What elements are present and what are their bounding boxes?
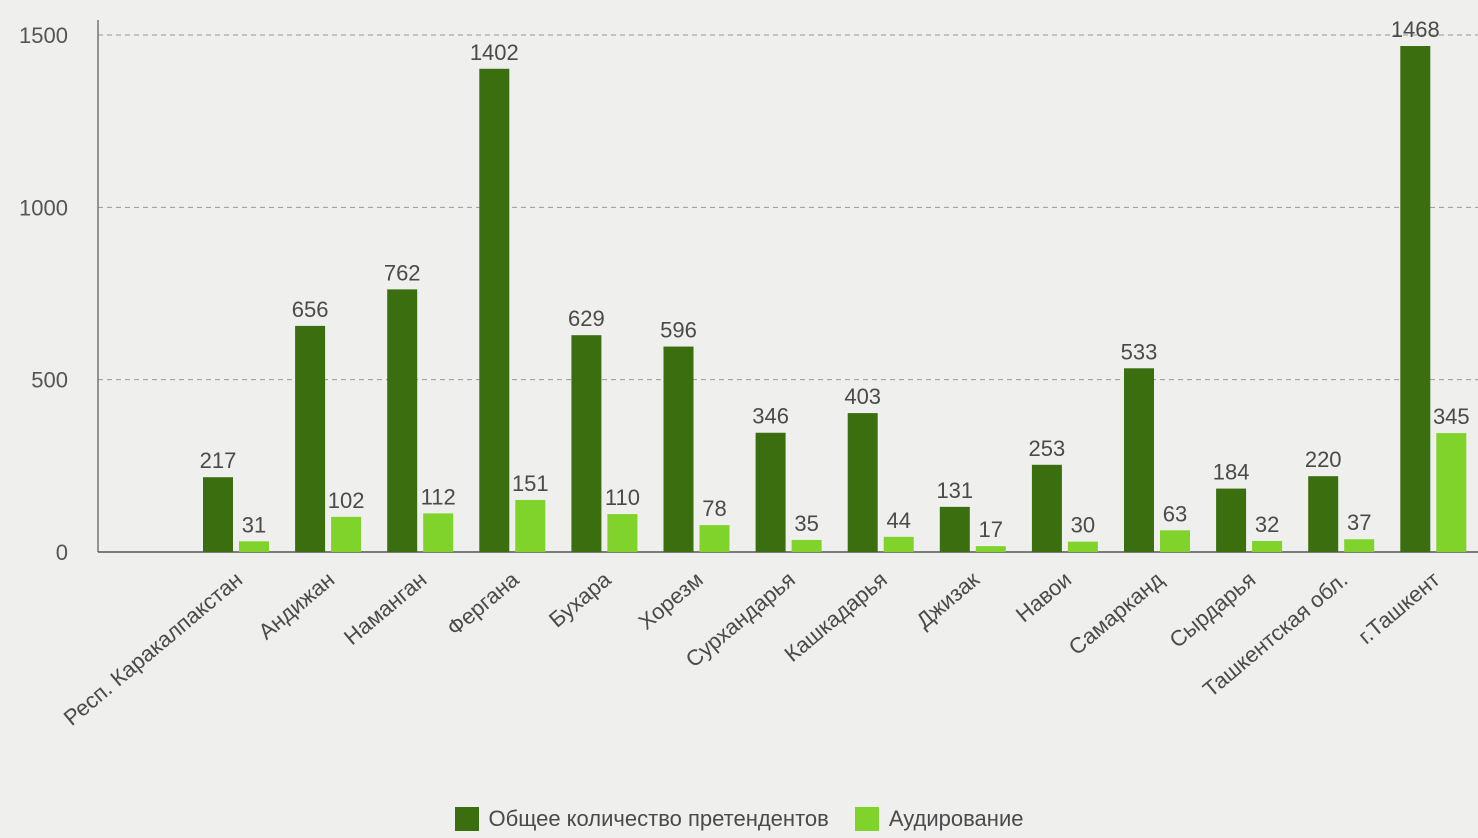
value-label-total-0: 217: [200, 448, 237, 473]
bar-total-7[interactable]: [847, 413, 878, 552]
value-label-listening-0: 31: [242, 512, 266, 537]
value-label-listening-12: 37: [1347, 510, 1371, 535]
bar-total-5[interactable]: [663, 346, 694, 552]
value-label-listening-5: 78: [702, 496, 726, 521]
y-tick-label-1500: 1500: [19, 23, 68, 48]
bar-listening-4[interactable]: [607, 514, 638, 552]
bar-total-2[interactable]: [387, 289, 418, 552]
bar-listening-0[interactable]: [239, 541, 269, 552]
value-label-total-6: 346: [752, 404, 789, 429]
bar-listening-9[interactable]: [1067, 541, 1098, 552]
x-tick-label-0: Респ. Каракалпакстан: [59, 567, 247, 731]
y-tick-label-0: 0: [56, 540, 68, 565]
value-label-listening-8: 17: [979, 517, 1003, 542]
bar-total-3[interactable]: [479, 68, 510, 552]
value-label-listening-3: 151: [512, 471, 549, 496]
x-tick-label-13: г.Ташкент: [1353, 567, 1444, 649]
x-tick-label-7: Кашкадарья: [780, 567, 892, 667]
value-label-total-1: 656: [292, 297, 329, 322]
value-label-listening-11: 32: [1255, 512, 1279, 537]
x-tick-label-10: Самарканд: [1064, 567, 1169, 660]
bar-listening-2[interactable]: [423, 513, 454, 552]
value-label-total-7: 403: [844, 384, 881, 409]
bar-total-9[interactable]: [1031, 464, 1062, 552]
value-label-total-9: 253: [1029, 436, 1066, 461]
legend-item-listening[interactable]: Аудирование: [854, 806, 1024, 832]
bar-listening-13[interactable]: [1436, 433, 1467, 552]
value-label-listening-6: 35: [794, 511, 818, 536]
bar-listening-10[interactable]: [1160, 530, 1190, 552]
legend-label-total: Общее количество претендентов: [488, 806, 829, 831]
value-label-total-2: 762: [384, 260, 421, 285]
value-label-listening-9: 30: [1071, 513, 1095, 538]
value-label-listening-7: 44: [886, 508, 910, 533]
bar-total-6[interactable]: [755, 432, 786, 552]
legend: Общее количество претендентов Аудировани…: [0, 806, 1478, 832]
legend-swatch-listening: [854, 807, 879, 831]
y-tick-label-1000: 1000: [19, 195, 68, 220]
bar-listening-1[interactable]: [331, 516, 362, 552]
value-label-total-11: 184: [1213, 460, 1250, 485]
x-tick-label-11: Сырдарья: [1164, 567, 1260, 653]
x-tick-label-5: Хорезм: [634, 567, 708, 635]
value-label-listening-10: 63: [1163, 501, 1187, 526]
value-label-total-3: 1402: [470, 40, 519, 65]
bar-total-11[interactable]: [1216, 488, 1247, 552]
value-label-total-13: 1468: [1391, 17, 1440, 42]
bar-total-13[interactable]: [1400, 46, 1431, 553]
x-tick-label-1: Андижан: [253, 567, 339, 645]
bar-listening-5[interactable]: [699, 525, 730, 552]
value-label-total-5: 596: [660, 318, 697, 343]
legend-item-total[interactable]: Общее количество претендентов: [454, 806, 829, 832]
bar-listening-3[interactable]: [515, 499, 546, 552]
bar-listening-11[interactable]: [1252, 540, 1283, 552]
x-tick-label-9: Навои: [1011, 567, 1076, 627]
value-label-listening-13: 345: [1433, 404, 1470, 429]
legend-label-listening: Аудирование: [888, 806, 1024, 831]
value-label-total-12: 220: [1305, 447, 1342, 472]
bar-listening-12[interactable]: [1344, 539, 1375, 552]
bar-listening-7[interactable]: [883, 536, 914, 552]
value-label-total-10: 533: [1121, 339, 1158, 364]
x-tick-label-2: Наманган: [339, 567, 431, 650]
bar-total-0[interactable]: [203, 477, 233, 552]
value-label-total-4: 629: [568, 306, 605, 331]
bar-listening-8[interactable]: [975, 546, 1006, 552]
x-tick-label-8: Джизак: [911, 566, 984, 633]
bar-total-4[interactable]: [571, 335, 602, 552]
legend-swatch-total: [454, 807, 479, 831]
bar-listening-6[interactable]: [791, 539, 822, 552]
x-tick-label-4: Бухара: [544, 566, 616, 632]
value-label-listening-1: 102: [328, 488, 365, 513]
bar-total-1[interactable]: [295, 325, 326, 552]
x-tick-label-3: Фергана: [442, 566, 524, 641]
y-tick-label-500: 500: [31, 368, 68, 393]
bar-total-10[interactable]: [1124, 368, 1154, 552]
bar-total-8[interactable]: [939, 506, 970, 552]
bar-total-12[interactable]: [1308, 476, 1339, 552]
value-label-listening-4: 110: [605, 485, 640, 510]
value-label-listening-2: 112: [421, 484, 456, 509]
value-label-total-8: 131: [936, 478, 973, 503]
bar-chart: 0 500 1000 1500 217 31 Респ. Каракалпакстан 656…: [19, 17, 1478, 731]
